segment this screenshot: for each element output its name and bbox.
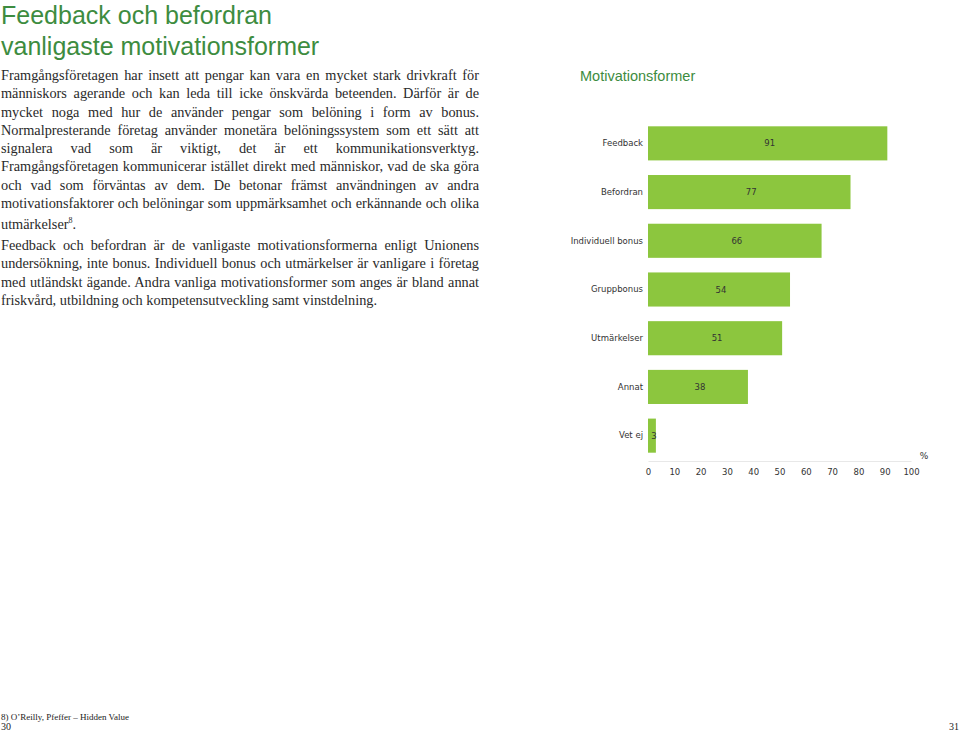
category-label: Individuell bonus	[571, 236, 644, 246]
data-label: 3	[651, 431, 656, 441]
tick: Vet ej	[619, 430, 647, 440]
category-label: Gruppbonus	[591, 284, 644, 294]
category-label: Feedback	[603, 138, 644, 148]
data-labels: 91 77 66 54 51 38 3	[651, 138, 775, 440]
tick-label: 70	[827, 467, 838, 477]
tick-label: 90	[880, 467, 891, 477]
tick: 70	[827, 461, 838, 477]
tick-label: 100	[903, 467, 919, 477]
chart-title: Motivationsformer	[580, 68, 695, 84]
category-label: Utmärkelser	[591, 333, 643, 343]
tick: 100	[903, 461, 919, 477]
tick: 40	[748, 461, 759, 477]
bar	[648, 419, 656, 453]
tick-label: 40	[748, 467, 759, 477]
category-label: Annat	[618, 382, 644, 392]
bar	[648, 321, 782, 355]
category-label: Befordran	[601, 187, 643, 197]
page-title: Feedback och befordranvanligaste motivat…	[1, 0, 319, 62]
tick: Individuell bonus	[571, 236, 647, 246]
category-axis: Feedback Befordran Individuell bonus Gruppb…	[571, 138, 647, 440]
tick: Feedback	[603, 138, 647, 148]
category-label: Vet ej	[619, 430, 643, 440]
axis-line	[649, 461, 912, 462]
tick-label: 20	[696, 467, 707, 477]
tick-label: 80	[853, 467, 864, 477]
bars	[648, 126, 887, 452]
data-label: 54	[716, 285, 727, 295]
axis-title: %	[920, 451, 929, 461]
chart: Motivationsformer 91 77 66 54 51 38 3 Feedback Be…	[0, 0, 960, 733]
data-label: 51	[712, 333, 723, 343]
bar	[648, 126, 887, 160]
tick: 10	[669, 461, 680, 477]
page-number: 30	[1, 721, 11, 732]
paragraph-end: .	[72, 216, 76, 232]
tick-label: 30	[722, 467, 733, 477]
tick-label: 0	[646, 467, 651, 477]
paragraph-text: Feedback och befordran är de vanligaste …	[1, 237, 479, 308]
footnote: 8) O’Reilly, Pfeffer – Hidden Value	[1, 712, 129, 722]
tick: 60	[801, 461, 812, 477]
bar	[648, 175, 851, 209]
tick: 20	[696, 461, 707, 477]
tick: Utmärkelser	[591, 333, 647, 343]
tick: 30	[722, 461, 733, 477]
data-label: 77	[746, 187, 757, 197]
tick: Gruppbonus	[591, 284, 647, 294]
tick: 0	[646, 461, 651, 477]
tick: 50	[775, 461, 786, 477]
bar	[648, 224, 822, 258]
tick-label: 10	[669, 467, 680, 477]
paragraph-text: Framgångsföretagen har insett att pengar…	[1, 67, 479, 232]
tick-label: 60	[801, 467, 812, 477]
tick: 80	[853, 461, 864, 477]
tick: 90	[880, 461, 891, 477]
data-label: 38	[695, 382, 706, 392]
page-number: 31	[949, 721, 959, 732]
footnote-ref: 8	[68, 216, 72, 225]
tick-label: 50	[775, 467, 786, 477]
paragraph: Framgångsföretagen har insett att pengar…	[1, 66, 479, 233]
paragraph: Feedback och befordran är de vanligaste …	[1, 236, 479, 309]
bar	[648, 272, 790, 306]
value-axis: 0 10 20 30 40 50 60 70 80 90 100	[646, 461, 920, 477]
data-label: 91	[764, 138, 775, 148]
bar	[648, 370, 748, 404]
title-line: vanligaste motivationsformer	[1, 31, 319, 62]
tick: Befordran	[601, 187, 647, 197]
data-label: 66	[731, 236, 742, 246]
title-line: Feedback och befordran	[1, 0, 319, 31]
tick: Annat	[618, 382, 647, 392]
